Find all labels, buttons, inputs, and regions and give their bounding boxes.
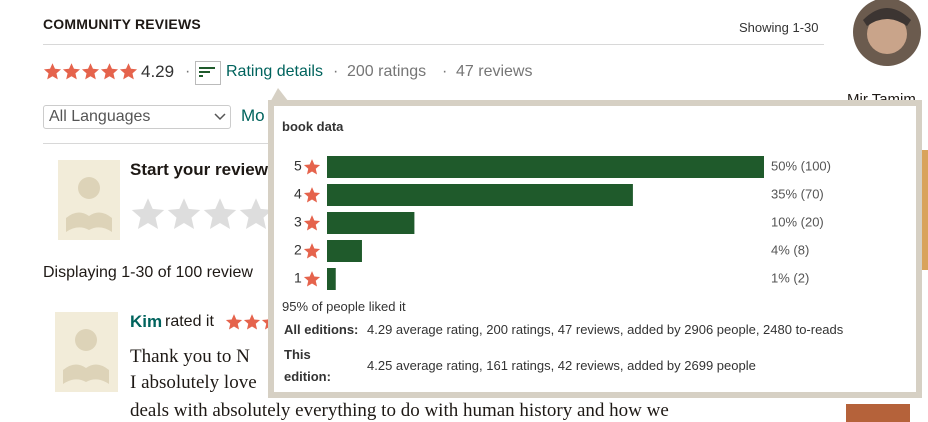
category-label: 5 [294, 158, 302, 174]
review-line: Thank you to N [130, 346, 250, 367]
average-stars [43, 62, 138, 82]
all-editions-text: 4.29 average rating, 200 ratings, 47 rev… [367, 322, 844, 337]
bar [327, 268, 336, 290]
review-line: I absolutely love [130, 372, 257, 393]
star-icon [303, 271, 321, 287]
separator: · [185, 63, 191, 80]
stars [43, 63, 138, 80]
divider [43, 44, 824, 45]
star-icon [100, 63, 119, 80]
star-icon [243, 314, 261, 330]
value-label: 50% (100) [771, 158, 831, 173]
reviewer-placeholder [55, 312, 118, 392]
reviewer-name[interactable]: Kim [130, 312, 163, 331]
author-avatar[interactable] [845, 0, 928, 68]
book-thumbnail[interactable] [921, 150, 928, 270]
value-label: 1% (2) [771, 270, 809, 285]
star-icon [62, 63, 81, 80]
star-icon [303, 187, 321, 203]
more-filters-link[interactable]: Mo [241, 106, 265, 125]
rating-details-link[interactable]: Rating details [226, 63, 323, 80]
star-icon [119, 63, 138, 80]
value-label: 35% (70) [771, 186, 824, 201]
review-line: deals with absolutely everything to do w… [130, 400, 669, 421]
separator: · [442, 63, 448, 80]
review-action: rated it [165, 313, 214, 330]
category-label: 2 [294, 242, 302, 258]
this-edition-text: 4.25 average rating, 161 ratings, 42 rev… [367, 358, 756, 373]
language-value: All Languages [49, 108, 151, 125]
value-label: 10% (20) [771, 214, 824, 229]
star-icon [43, 63, 62, 80]
value-label: 4% (8) [771, 242, 809, 257]
language-select[interactable]: All Languages [43, 105, 231, 129]
popup-title: book data [282, 119, 344, 134]
section-title: COMMUNITY REVIEWS [43, 16, 201, 32]
star-icon [81, 63, 100, 80]
details-icon[interactable] [195, 61, 221, 85]
rating-chart: 5 50% (100) 4 35% (70) 3 10% (20) 2 4% (8) 1 1% (… [294, 156, 831, 290]
chevron [214, 113, 226, 121]
placeholder-icon [63, 329, 109, 384]
displaying: Displaying 1-30 of 100 review [43, 264, 253, 281]
star-icon [225, 314, 243, 330]
user-placeholder [58, 160, 120, 240]
rating-popup: book data 5 50% (100) 4 35% (70) 3 10% (20) 2 4… [268, 100, 922, 398]
placeholder-icon [66, 177, 112, 232]
bar [327, 212, 415, 234]
this-edition-label: This [284, 347, 311, 362]
start-review[interactable]: Start your review [130, 160, 268, 179]
bar [327, 240, 362, 262]
average-rating: 4.29 [141, 62, 175, 81]
bar [327, 156, 764, 178]
ratings-count[interactable]: 200 ratings [347, 63, 427, 80]
this-edition-label: edition: [284, 369, 331, 384]
category-label: 4 [294, 186, 302, 202]
star-icon [303, 159, 321, 175]
bar [327, 184, 633, 206]
separator: · [333, 63, 339, 80]
category-label: 1 [294, 270, 302, 286]
star-icon [303, 215, 321, 231]
reviews-count[interactable]: 47 reviews [456, 63, 533, 80]
book-thumbnail[interactable] [846, 404, 910, 422]
star-icon [203, 198, 237, 229]
star-icon [167, 198, 201, 229]
star-icon [131, 198, 165, 229]
all-editions-label: All editions: [284, 322, 359, 337]
category-label: 3 [294, 214, 302, 230]
showing: Showing 1-30 [739, 20, 819, 35]
star-icon [303, 243, 321, 259]
liked: 95% of people liked it [282, 299, 406, 314]
